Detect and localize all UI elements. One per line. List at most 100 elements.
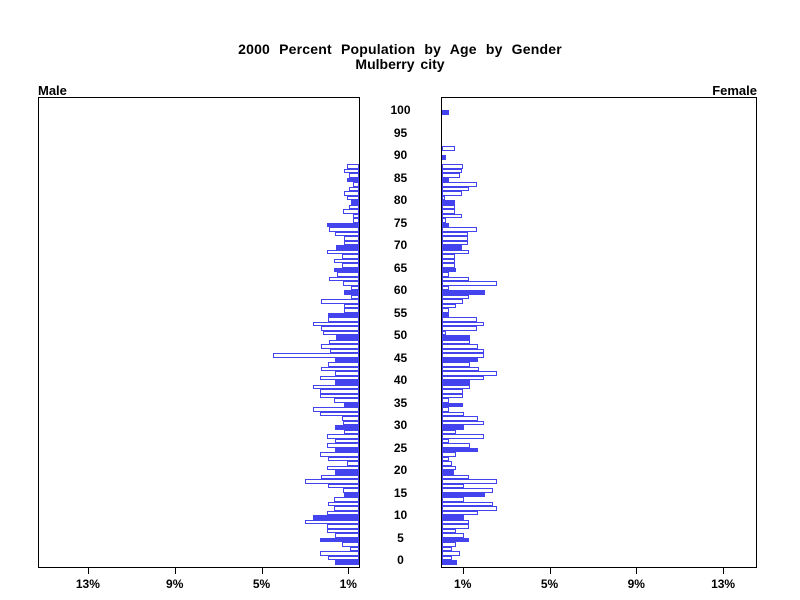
bar-female-age-54 xyxy=(442,317,477,322)
male-percent-tick-label-13%: 13% xyxy=(75,577,100,591)
age-tick-label-65: 65 xyxy=(393,260,408,275)
bar-male-age-30 xyxy=(335,425,359,430)
female-percent-tick-label-1%: 1% xyxy=(454,577,472,591)
bar-female-age-38 xyxy=(442,389,463,394)
bar-female-age-29 xyxy=(442,429,457,435)
bar-female-age-48 xyxy=(442,344,478,349)
bar-female-age-28 xyxy=(442,434,485,439)
bar-male-age-20 xyxy=(335,470,359,475)
bar-female-age-82 xyxy=(442,191,462,196)
bar-female-age-84 xyxy=(442,182,477,187)
bar-female-age-10 xyxy=(442,515,464,520)
bar-female-age-18 xyxy=(442,479,498,484)
age-tick-label-70: 70 xyxy=(393,238,408,252)
bar-female-age-11 xyxy=(442,510,478,516)
bar-female-age-81 xyxy=(442,195,446,201)
age-tick-label-15: 15 xyxy=(393,485,408,500)
bar-male-age-75 xyxy=(326,222,359,228)
bar-female-age-34 xyxy=(442,407,449,412)
male-percent-tick-label-9%: 9% xyxy=(166,577,184,591)
bar-female-age-90 xyxy=(442,155,447,160)
bar-female-age-66 xyxy=(442,263,455,268)
bar-male-age-76 xyxy=(352,218,359,223)
male-percent-tick-1% xyxy=(348,568,350,574)
bar-male-age-68 xyxy=(341,254,359,259)
bar-male-age-37 xyxy=(319,393,359,399)
bar-female-age-19 xyxy=(442,474,470,480)
bar-male-age-25 xyxy=(335,447,359,453)
bar-female-age-50 xyxy=(442,335,471,340)
bar-male-age-16 xyxy=(342,488,359,493)
age-tick-label-100: 100 xyxy=(390,103,411,117)
bar-female-age-26 xyxy=(442,443,471,448)
bar-male-age-53 xyxy=(313,321,359,327)
bar-male-age-57 xyxy=(343,303,359,309)
bar-male-age-42 xyxy=(335,371,359,376)
bar-male-age-73 xyxy=(335,231,359,237)
bar-female-age-57 xyxy=(442,303,457,309)
bar-female-age-55 xyxy=(442,312,449,318)
bar-female-age-43 xyxy=(442,366,479,372)
bar-male-age-58 xyxy=(321,299,359,304)
bar-male-age-6 xyxy=(335,533,359,538)
bar-male-age-47 xyxy=(329,348,359,354)
bar-female-age-88 xyxy=(442,164,463,169)
bar-female-age-86 xyxy=(442,173,461,178)
bar-male-age-80 xyxy=(351,200,359,205)
male-percent-tick-9% xyxy=(174,568,176,574)
bar-female-age-5 xyxy=(442,537,470,543)
bar-female-age-15 xyxy=(442,492,486,498)
bar-male-age-61 xyxy=(351,285,359,291)
bar-female-age-13 xyxy=(442,501,493,507)
age-tick-label-0: 0 xyxy=(397,553,404,567)
bar-female-age-1 xyxy=(442,555,452,561)
bar-male-age-4 xyxy=(341,542,359,547)
bar-male-age-21 xyxy=(326,465,359,471)
bar-female-age-35 xyxy=(442,402,463,408)
bar-male-age-46 xyxy=(273,353,359,358)
bar-male-age-10 xyxy=(313,515,359,520)
bar-female-age-73 xyxy=(442,231,468,237)
bar-male-age-48 xyxy=(321,344,359,349)
age-tick-label-95: 95 xyxy=(393,125,408,140)
bar-male-age-56 xyxy=(343,308,359,313)
bar-male-age-87 xyxy=(343,168,359,174)
bar-male-age-23 xyxy=(327,456,359,462)
bar-male-age-17 xyxy=(327,483,359,489)
bar-male-age-59 xyxy=(351,294,359,300)
bar-female-age-72 xyxy=(442,236,468,241)
age-tick-label-50: 50 xyxy=(393,328,408,342)
bar-female-age-85 xyxy=(442,177,449,183)
bar-female-age-75 xyxy=(442,222,449,228)
bar-male-age-8 xyxy=(326,524,359,529)
bar-female-age-61 xyxy=(442,285,449,291)
bar-female-age-42 xyxy=(442,371,498,376)
age-tick-label-40: 40 xyxy=(393,373,408,387)
bar-male-age-74 xyxy=(328,227,359,232)
bar-male-age-33 xyxy=(319,411,359,417)
bar-female-age-92 xyxy=(442,146,455,151)
bar-male-age-15 xyxy=(343,492,359,498)
bar-male-age-78 xyxy=(342,209,359,214)
bar-male-age-67 xyxy=(334,258,359,264)
bar-female-age-9 xyxy=(442,519,470,525)
bar-male-age-18 xyxy=(304,479,359,484)
bar-female-age-8 xyxy=(442,524,470,529)
bar-male-age-38 xyxy=(319,389,359,394)
chart-title: 2000 Percent Population by Age by Gender xyxy=(238,41,562,57)
bar-male-age-64 xyxy=(337,272,359,277)
bar-male-age-5 xyxy=(319,537,359,543)
bar-male-age-3 xyxy=(350,546,359,552)
bar-female-age-33 xyxy=(442,411,464,417)
bar-male-age-26 xyxy=(326,443,359,448)
female-percent-tick-9% xyxy=(636,568,638,574)
bar-male-age-49 xyxy=(328,339,359,345)
bar-female-age-71 xyxy=(442,240,468,246)
bar-female-age-20 xyxy=(442,470,454,475)
bar-female-age-65 xyxy=(442,267,457,273)
bar-male-age-9 xyxy=(304,519,359,525)
bar-male-age-72 xyxy=(343,236,359,241)
age-tick-label-85: 85 xyxy=(393,170,408,185)
bar-male-age-54 xyxy=(327,317,359,322)
male-percent-tick-label-5%: 5% xyxy=(252,577,271,591)
